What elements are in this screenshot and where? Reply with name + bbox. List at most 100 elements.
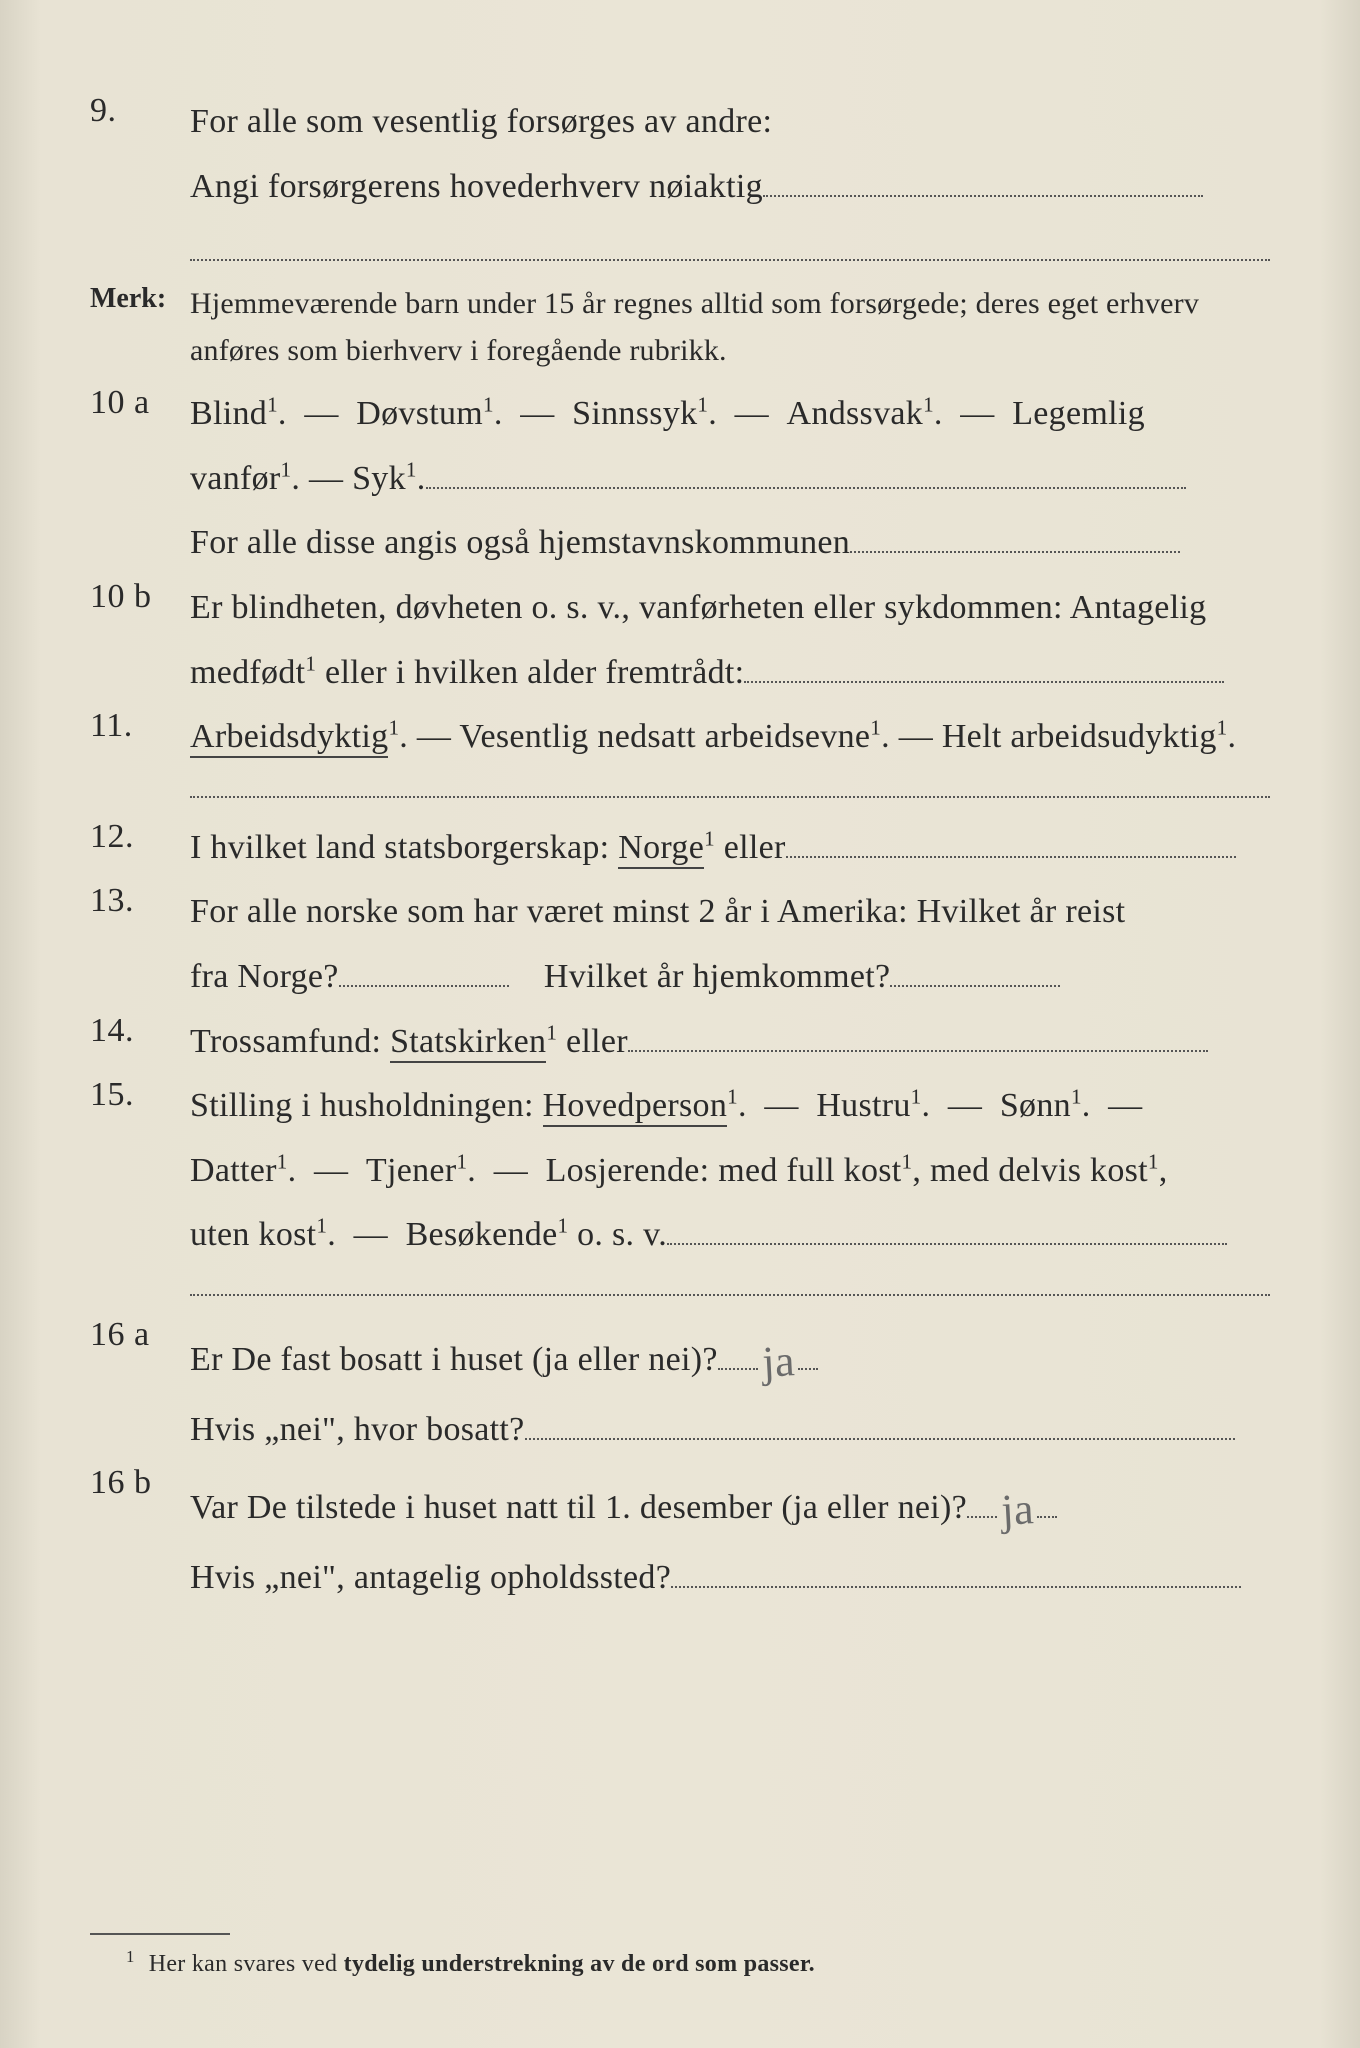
- opt-delviskost: , med delvis kost: [912, 1152, 1148, 1189]
- question-14: 14. Trossamfund: Statskirken1 eller: [90, 1010, 1270, 1075]
- q10b-line2b: eller i hvilken alder fremtrådt:: [316, 654, 744, 691]
- opt-vanfor: vanfør: [190, 460, 281, 497]
- question-9: 9. For alle som vesentlig forsørges av a…: [90, 90, 1270, 273]
- opt-legemlig: Legemlig: [1012, 395, 1145, 432]
- footnote-text-b: tydelig understrekning av de ord som pas…: [344, 1951, 815, 1977]
- q16a-body: Er De fast bosatt i huset (ja eller nei)…: [190, 1314, 1270, 1462]
- merk-label: Merk:: [90, 281, 190, 315]
- q13-number: 13.: [90, 880, 190, 920]
- q16b-line2: Hvis „nei", antagelig opholdssted?: [190, 1559, 671, 1596]
- blank-line[interactable]: [426, 453, 1186, 489]
- q13-body: For alle norske som har været minst 2 år…: [190, 880, 1270, 1009]
- q9-line1: For alle som vesentlig forsørges av andr…: [190, 103, 772, 140]
- q13-hjem: Hvilket år hjemkommet?: [544, 958, 891, 995]
- blank-line[interactable]: [525, 1404, 1235, 1440]
- opt-datter: Datter: [190, 1152, 277, 1189]
- blank-line[interactable]: [718, 1334, 758, 1370]
- q10a-line3: For alle disse angis også hjemstavnskomm…: [190, 524, 850, 561]
- q13-fra: fra Norge?: [190, 958, 339, 995]
- opt-fullkost: Losjerende: med full kost: [546, 1152, 902, 1189]
- question-15: 15. Stilling i husholdningen: Hovedperso…: [90, 1074, 1270, 1268]
- blank-line[interactable]: [190, 231, 1270, 261]
- question-10b: 10 b Er blindheten, døvheten o. s. v., v…: [90, 576, 1270, 705]
- blank-line[interactable]: [763, 161, 1203, 197]
- blank-line[interactable]: [1037, 1482, 1057, 1518]
- q10b-body: Er blindheten, døvheten o. s. v., vanfør…: [190, 576, 1270, 705]
- footnote-area: 1 Her kan svares ved tydelig understrekni…: [90, 1933, 1270, 1978]
- q15-body: Stilling i husholdningen: Hovedperson1. …: [190, 1074, 1270, 1268]
- opt-blind: Blind: [190, 395, 267, 432]
- opt-syk: Syk: [352, 460, 406, 497]
- blank-line[interactable]: [744, 647, 1224, 683]
- handwritten-answer: ja: [756, 1319, 801, 1405]
- opt-medfodt: medfødt: [190, 654, 305, 691]
- question-13: 13. For alle norske som har været minst …: [90, 880, 1270, 1009]
- footnote-rule: [90, 1933, 230, 1935]
- opt-hovedperson: Hovedperson: [543, 1087, 728, 1127]
- q16a-number: 16 a: [90, 1314, 190, 1354]
- q12-text: I hvilket land statsborgerskap:: [190, 829, 618, 866]
- q9-line2: Angi forsørgerens hovederhverv nøiaktig: [190, 168, 763, 205]
- opt-statskirken: Statskirken: [390, 1023, 546, 1063]
- opt-andssvak: Andssvak: [787, 395, 924, 432]
- footnote-num: 1: [126, 1947, 135, 1966]
- q12-eller: eller: [715, 829, 786, 866]
- separator: [190, 1290, 1270, 1296]
- q16b-body: Var De tilstede i huset natt til 1. dese…: [190, 1462, 1270, 1610]
- opt-sinnssyk: Sinnssyk: [572, 395, 697, 432]
- q10b-line1: Er blindheten, døvheten o. s. v., vanfør…: [190, 589, 1206, 626]
- document-page: 9. For alle som vesentlig forsørges av a…: [0, 0, 1360, 2048]
- q15-text: Stilling i husholdningen:: [190, 1087, 543, 1124]
- blank-line[interactable]: [786, 822, 1236, 858]
- q10a-body: Blind1. — Døvstum1. — Sinnssyk1. — Andss…: [190, 382, 1270, 576]
- blank-line[interactable]: [671, 1552, 1241, 1588]
- opt-nedsatt: Vesentlig nedsatt arbeidsevne: [459, 718, 870, 755]
- opt-utenkost: uten kost: [190, 1216, 316, 1253]
- blank-line[interactable]: [339, 951, 509, 987]
- question-16a: 16 a Er De fast bosatt i huset (ja eller…: [90, 1314, 1270, 1462]
- question-10a: 10 a Blind1. — Døvstum1. — Sinnssyk1. — …: [90, 382, 1270, 576]
- q10a-number: 10 a: [90, 382, 190, 422]
- q11-number: 11.: [90, 705, 190, 745]
- q12-body: I hvilket land statsborgerskap: Norge1 e…: [190, 816, 1270, 881]
- footnote-text-a: Her kan svares ved: [149, 1951, 344, 1977]
- q11-body: Arbeidsdyktig1. — Vesentlig nedsatt arbe…: [190, 705, 1270, 770]
- handwritten-answer: ja: [995, 1467, 1040, 1553]
- opt-besokende: Besøkende: [406, 1216, 558, 1253]
- opt-arbeidsdyktig: Arbeidsdyktig: [190, 718, 388, 758]
- q16a-line2: Hvis „nei", hvor bosatt?: [190, 1411, 525, 1448]
- q16b-number: 16 b: [90, 1462, 190, 1502]
- opt-dovstum: Døvstum: [356, 395, 483, 432]
- blank-line[interactable]: [798, 1334, 818, 1370]
- opt-udyktig: Helt arbeidsudyktig: [942, 718, 1217, 755]
- merk-text: Hjemmeværende barn under 15 år regnes al…: [190, 281, 1270, 374]
- blank-line[interactable]: [628, 1016, 1208, 1052]
- blank-line[interactable]: [890, 951, 1060, 987]
- question-16b: 16 b Var De tilstede i huset natt til 1.…: [90, 1462, 1270, 1610]
- q14-number: 14.: [90, 1010, 190, 1050]
- question-11: 11. Arbeidsdyktig1. — Vesentlig nedsatt …: [90, 705, 1270, 770]
- q16a-line1: Er De fast bosatt i huset (ja eller nei)…: [190, 1341, 718, 1378]
- q9-number: 9.: [90, 90, 190, 130]
- separator: [190, 792, 1270, 798]
- opt-tjener: Tjener: [366, 1152, 457, 1189]
- opt-hustru: Hustru: [816, 1087, 910, 1124]
- q14-text: Trossamfund:: [190, 1023, 390, 1060]
- q16b-line1: Var De tilstede i huset natt til 1. dese…: [190, 1489, 967, 1526]
- q12-number: 12.: [90, 816, 190, 856]
- q10b-number: 10 b: [90, 576, 190, 616]
- blank-line[interactable]: [667, 1209, 1227, 1245]
- opt-sonn: Sønn: [1000, 1087, 1071, 1124]
- q9-body: For alle som vesentlig forsørges av andr…: [190, 90, 1270, 273]
- q15-number: 15.: [90, 1074, 190, 1114]
- q13-line1: For alle norske som har været minst 2 år…: [190, 893, 1125, 930]
- opt-norge: Norge: [618, 829, 704, 869]
- q15-osv: o. s. v.: [568, 1216, 667, 1253]
- question-12: 12. I hvilket land statsborgerskap: Norg…: [90, 816, 1270, 881]
- footnote: 1 Her kan svares ved tydelig understrekni…: [126, 1947, 1270, 1978]
- blank-line[interactable]: [850, 517, 1180, 553]
- blank-line[interactable]: [967, 1482, 997, 1518]
- note-merk: Merk: Hjemmeværende barn under 15 år reg…: [90, 281, 1270, 374]
- q14-body: Trossamfund: Statskirken1 eller: [190, 1010, 1270, 1075]
- q14-eller: eller: [557, 1023, 628, 1060]
